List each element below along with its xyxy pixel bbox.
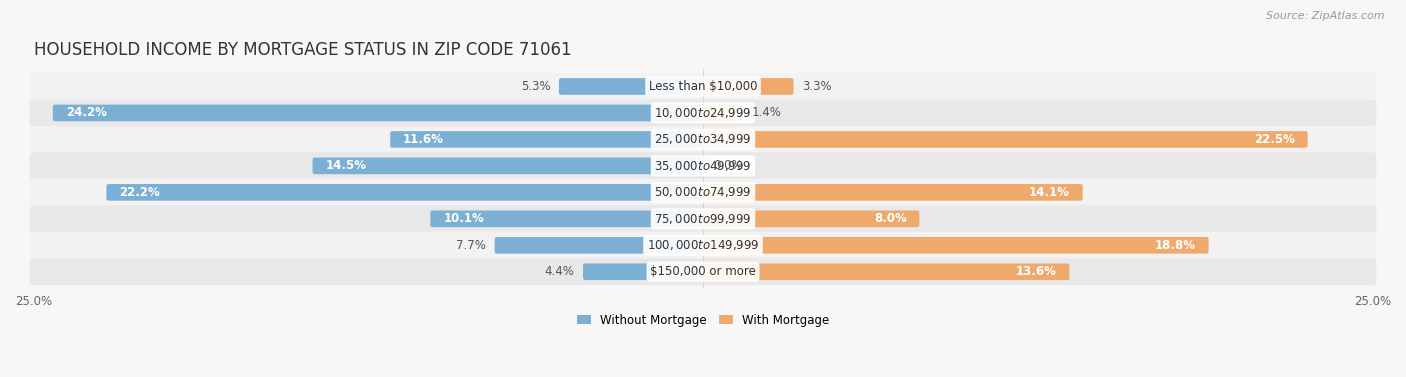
FancyBboxPatch shape	[560, 78, 706, 95]
Text: $75,000 to $99,999: $75,000 to $99,999	[654, 212, 752, 226]
Text: 22.5%: 22.5%	[1254, 133, 1295, 146]
Text: 14.1%: 14.1%	[1029, 186, 1070, 199]
FancyBboxPatch shape	[30, 258, 1376, 285]
Text: 10.1%: 10.1%	[443, 212, 484, 225]
Text: 24.2%: 24.2%	[66, 106, 107, 120]
FancyBboxPatch shape	[30, 100, 1376, 126]
FancyBboxPatch shape	[107, 184, 706, 201]
FancyBboxPatch shape	[391, 131, 706, 148]
Text: $150,000 or more: $150,000 or more	[650, 265, 756, 278]
FancyBboxPatch shape	[30, 73, 1376, 100]
Text: 7.7%: 7.7%	[456, 239, 486, 252]
FancyBboxPatch shape	[700, 184, 1083, 201]
FancyBboxPatch shape	[700, 131, 1308, 148]
Legend: Without Mortgage, With Mortgage: Without Mortgage, With Mortgage	[572, 309, 834, 331]
Text: 13.6%: 13.6%	[1015, 265, 1056, 278]
FancyBboxPatch shape	[53, 105, 706, 121]
Text: $100,000 to $149,999: $100,000 to $149,999	[647, 238, 759, 252]
Text: 18.8%: 18.8%	[1154, 239, 1195, 252]
FancyBboxPatch shape	[30, 232, 1376, 259]
Text: Less than $10,000: Less than $10,000	[648, 80, 758, 93]
FancyBboxPatch shape	[700, 264, 1070, 280]
Text: 3.3%: 3.3%	[801, 80, 832, 93]
FancyBboxPatch shape	[30, 152, 1376, 179]
FancyBboxPatch shape	[30, 126, 1376, 153]
FancyBboxPatch shape	[312, 158, 706, 174]
Text: 1.4%: 1.4%	[751, 106, 782, 120]
Text: 0.0%: 0.0%	[714, 159, 744, 172]
Text: 8.0%: 8.0%	[873, 212, 907, 225]
Text: $35,000 to $49,999: $35,000 to $49,999	[654, 159, 752, 173]
Text: 14.5%: 14.5%	[325, 159, 367, 172]
Text: $50,000 to $74,999: $50,000 to $74,999	[654, 185, 752, 199]
Text: $25,000 to $34,999: $25,000 to $34,999	[654, 132, 752, 146]
Text: 22.2%: 22.2%	[120, 186, 160, 199]
Text: Source: ZipAtlas.com: Source: ZipAtlas.com	[1267, 11, 1385, 21]
FancyBboxPatch shape	[430, 210, 706, 227]
FancyBboxPatch shape	[700, 105, 742, 121]
FancyBboxPatch shape	[30, 205, 1376, 232]
FancyBboxPatch shape	[583, 264, 706, 280]
Text: $10,000 to $24,999: $10,000 to $24,999	[654, 106, 752, 120]
FancyBboxPatch shape	[700, 78, 793, 95]
Text: 5.3%: 5.3%	[520, 80, 550, 93]
Text: 11.6%: 11.6%	[404, 133, 444, 146]
Text: 4.4%: 4.4%	[544, 265, 575, 278]
Text: HOUSEHOLD INCOME BY MORTGAGE STATUS IN ZIP CODE 71061: HOUSEHOLD INCOME BY MORTGAGE STATUS IN Z…	[34, 41, 571, 60]
FancyBboxPatch shape	[700, 237, 1209, 254]
FancyBboxPatch shape	[30, 179, 1376, 206]
FancyBboxPatch shape	[700, 210, 920, 227]
FancyBboxPatch shape	[495, 237, 706, 254]
